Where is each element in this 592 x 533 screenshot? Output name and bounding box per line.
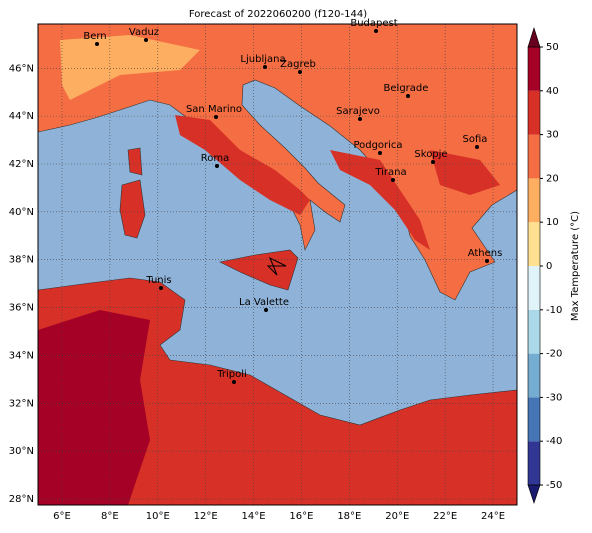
balkans-hot xyxy=(330,150,430,250)
star-marker xyxy=(266,256,287,276)
city-label: Sarajevo xyxy=(336,106,380,117)
city-dot xyxy=(298,70,302,74)
colorbar-band xyxy=(528,397,540,442)
x-tick-label: 20°E xyxy=(385,511,409,522)
colorbar-tick-label: -30 xyxy=(546,392,562,403)
city-label: Tunis xyxy=(145,275,171,286)
city-label: Ljubljana xyxy=(240,54,285,65)
land-africa xyxy=(38,277,517,505)
y-tick-label: 32°N xyxy=(9,398,34,409)
city-dot xyxy=(232,380,236,384)
city-label: Tripoli xyxy=(216,369,247,380)
x-tick-label: 10°E xyxy=(146,511,170,522)
city-label: Skopje xyxy=(414,149,447,160)
map-frame xyxy=(37,23,518,506)
city-dot xyxy=(263,65,267,69)
city-dot xyxy=(264,308,268,312)
colorbar-tick-label: -50 xyxy=(546,480,562,491)
city-label: Roma xyxy=(201,153,230,164)
city-dot xyxy=(485,259,489,263)
city-dot xyxy=(144,38,148,42)
city-dot xyxy=(475,145,479,149)
city-label: Bern xyxy=(83,31,106,42)
colorbar-band xyxy=(528,222,540,266)
colorbar-tick-label: 30 xyxy=(546,130,559,141)
colorbar-label: Max Temperature (°C) xyxy=(570,211,581,321)
colorbar-band xyxy=(528,90,540,135)
city-label: Belgrade xyxy=(384,83,429,94)
corsica xyxy=(127,147,143,176)
x-tick-label: 24°E xyxy=(481,511,505,522)
bulgaria-hot xyxy=(430,150,500,195)
colorbar-tick-label: 20 xyxy=(546,173,559,184)
city-dot xyxy=(215,164,219,168)
colorbar-band xyxy=(528,47,540,91)
city-dot xyxy=(374,29,378,33)
city-dot xyxy=(378,151,382,155)
colorbar-tick-label: -10 xyxy=(546,305,562,316)
colorbar-extend-bottom xyxy=(527,484,541,504)
colorbar-band xyxy=(528,309,540,354)
y-tick-label: 30°N xyxy=(9,446,34,457)
city-label: Zagreb xyxy=(280,59,316,70)
colorbar: 50 40 30 20 10 0 -10 -20 -30 -40 -50 xyxy=(527,27,562,504)
city-label: Sofia xyxy=(463,134,488,145)
x-tick-label: 8°E xyxy=(101,511,119,522)
city-dot xyxy=(95,42,99,46)
city-dot xyxy=(159,286,163,290)
alps-cool xyxy=(60,35,200,100)
italy-hot xyxy=(175,115,310,215)
grid: 6°E 8°E 10°E 12°E 14°E 16°E 18°E 20°E 22°E 24°E 28… xyxy=(9,24,517,522)
city-label: San Marino xyxy=(186,104,242,115)
map-area xyxy=(38,24,517,505)
y-tick-label: 38°N xyxy=(9,255,34,266)
title: Forecast of 2022060200 (f120-144) xyxy=(189,9,367,20)
x-tick-label: 12°E xyxy=(194,511,218,522)
colorbar-band xyxy=(528,266,540,310)
city-label: Tirana xyxy=(374,167,406,178)
city-label: La Valette xyxy=(239,297,289,308)
y-tick-label: 36°N xyxy=(9,303,34,314)
africa-hottest xyxy=(38,310,150,505)
city-dot xyxy=(391,178,395,182)
y-tick-label: 40°N xyxy=(9,207,34,218)
colorbar-band xyxy=(528,178,540,223)
city-dot xyxy=(214,115,218,119)
city-label: Vaduz xyxy=(129,27,159,38)
city-dot xyxy=(406,94,410,98)
colorbar-tick-label: -20 xyxy=(546,349,562,360)
colorbar-tick-label: 0 xyxy=(546,261,552,272)
colorbar-extend-top xyxy=(527,27,541,48)
colorbar-tick-label: 50 xyxy=(546,42,559,53)
x-tick-label: 22°E xyxy=(433,511,457,522)
x-tick-label: 16°E xyxy=(289,511,313,522)
y-tick-label: 42°N xyxy=(9,159,34,170)
x-tick-label: 14°E xyxy=(242,511,266,522)
city-label: Podgorica xyxy=(353,140,402,151)
y-tick-label: 28°N xyxy=(9,494,34,505)
colorbar-band xyxy=(528,441,540,485)
colorbar-tick-label: 40 xyxy=(546,86,559,97)
x-tick-label: 18°E xyxy=(337,511,361,522)
sardinia xyxy=(119,179,146,239)
colorbar-band xyxy=(528,134,540,179)
y-tick-label: 44°N xyxy=(9,111,34,122)
x-tick-label: 6°E xyxy=(53,511,71,522)
colorbar-tick-label: 10 xyxy=(546,217,559,228)
city-label: Athens xyxy=(468,248,503,259)
colorbar-tick-label: -40 xyxy=(546,436,562,447)
y-tick-label: 46°N xyxy=(9,63,34,74)
y-tick-label: 34°N xyxy=(9,350,34,361)
colorbar-band xyxy=(528,353,540,398)
city-dot xyxy=(431,160,435,164)
city-dot xyxy=(358,117,362,121)
